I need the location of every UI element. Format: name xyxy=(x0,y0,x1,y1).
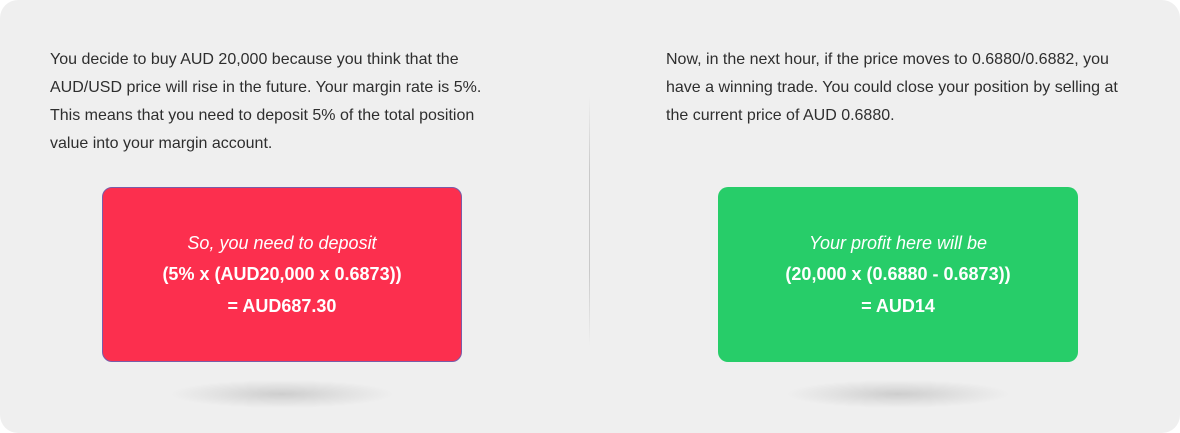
profit-card-intro: Your profit here will be xyxy=(808,232,988,253)
profit-card-result: = AUD14 xyxy=(861,295,935,316)
profit-explanation-text: Now, in the next hour, if the price move… xyxy=(666,51,1118,124)
deposit-card-shadow xyxy=(172,380,392,408)
profit-card-formula: (20,000 x (0.6880 - 0.6873)) xyxy=(785,263,1011,284)
deposit-card-formula: (5% x (AUD20,000 x 0.6873)) xyxy=(162,263,402,284)
profit-card-shadow xyxy=(788,380,1008,408)
deposit-card-intro: So, you need to deposit xyxy=(187,232,377,253)
column-divider xyxy=(589,96,590,346)
profit-card: Your profit here will be (20,000 x (0.68… xyxy=(718,187,1078,362)
deposit-card: So, you need to deposit (5% x (AUD20,000… xyxy=(102,187,462,362)
deposit-explanation-text: You decide to buy AUD 20,000 because you… xyxy=(50,51,482,152)
deposit-card-result: = AUD687.30 xyxy=(227,295,337,316)
